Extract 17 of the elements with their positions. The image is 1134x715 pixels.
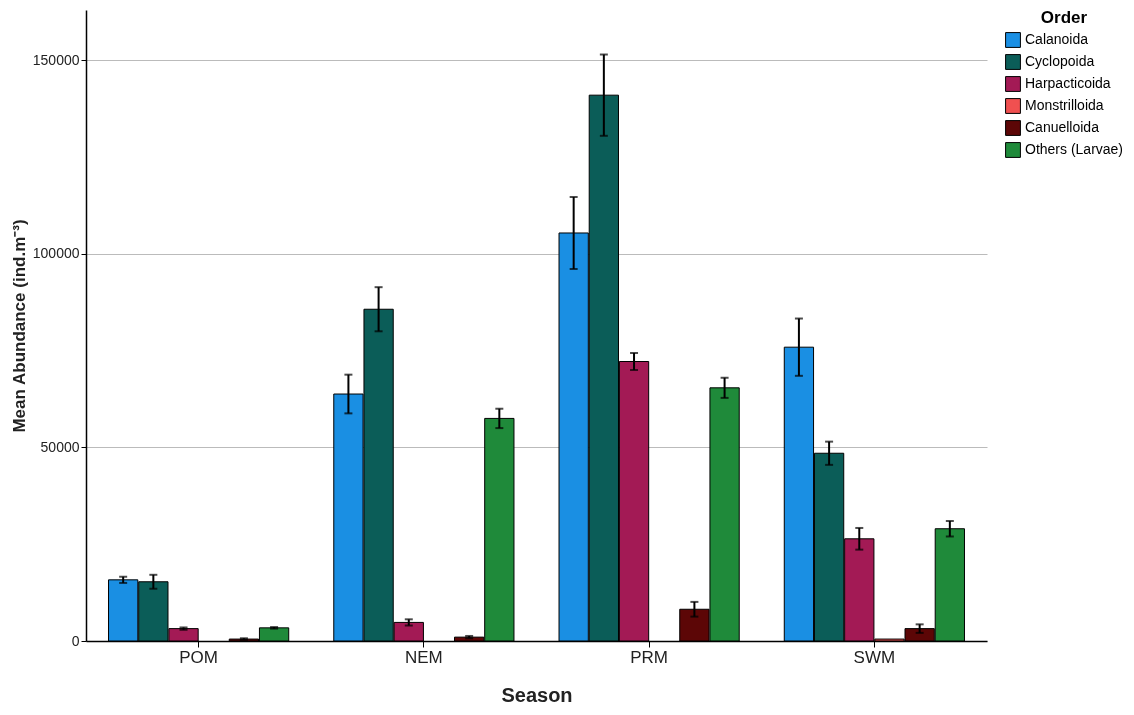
legend-title: Order — [1040, 8, 1088, 27]
y-tick-label: 0 — [71, 632, 80, 649]
y-tick-label: 50000 — [40, 438, 80, 455]
legend-label: Canuelloida — [1025, 119, 1100, 135]
legend-label: Monstrilloida — [1025, 97, 1104, 113]
y-tick-label: 100000 — [32, 245, 80, 262]
x-tick-label: NEM — [404, 647, 443, 667]
x-axis-title: Season — [501, 683, 573, 706]
x-tick-label: PRM — [630, 647, 669, 667]
x-tick-label: SWM — [853, 647, 896, 667]
y-tick-label: 150000 — [32, 51, 80, 68]
legend-label: Harpacticoida — [1025, 75, 1111, 91]
legend-label: Others (Larvae) — [1025, 141, 1124, 157]
legend-label: Cyclopoida — [1025, 53, 1095, 69]
y-axis-title: Mean Abundance (ind.m⁻³) — [9, 219, 29, 433]
x-tick-label: POM — [179, 647, 218, 667]
legend-label: Calanoida — [1025, 31, 1089, 47]
